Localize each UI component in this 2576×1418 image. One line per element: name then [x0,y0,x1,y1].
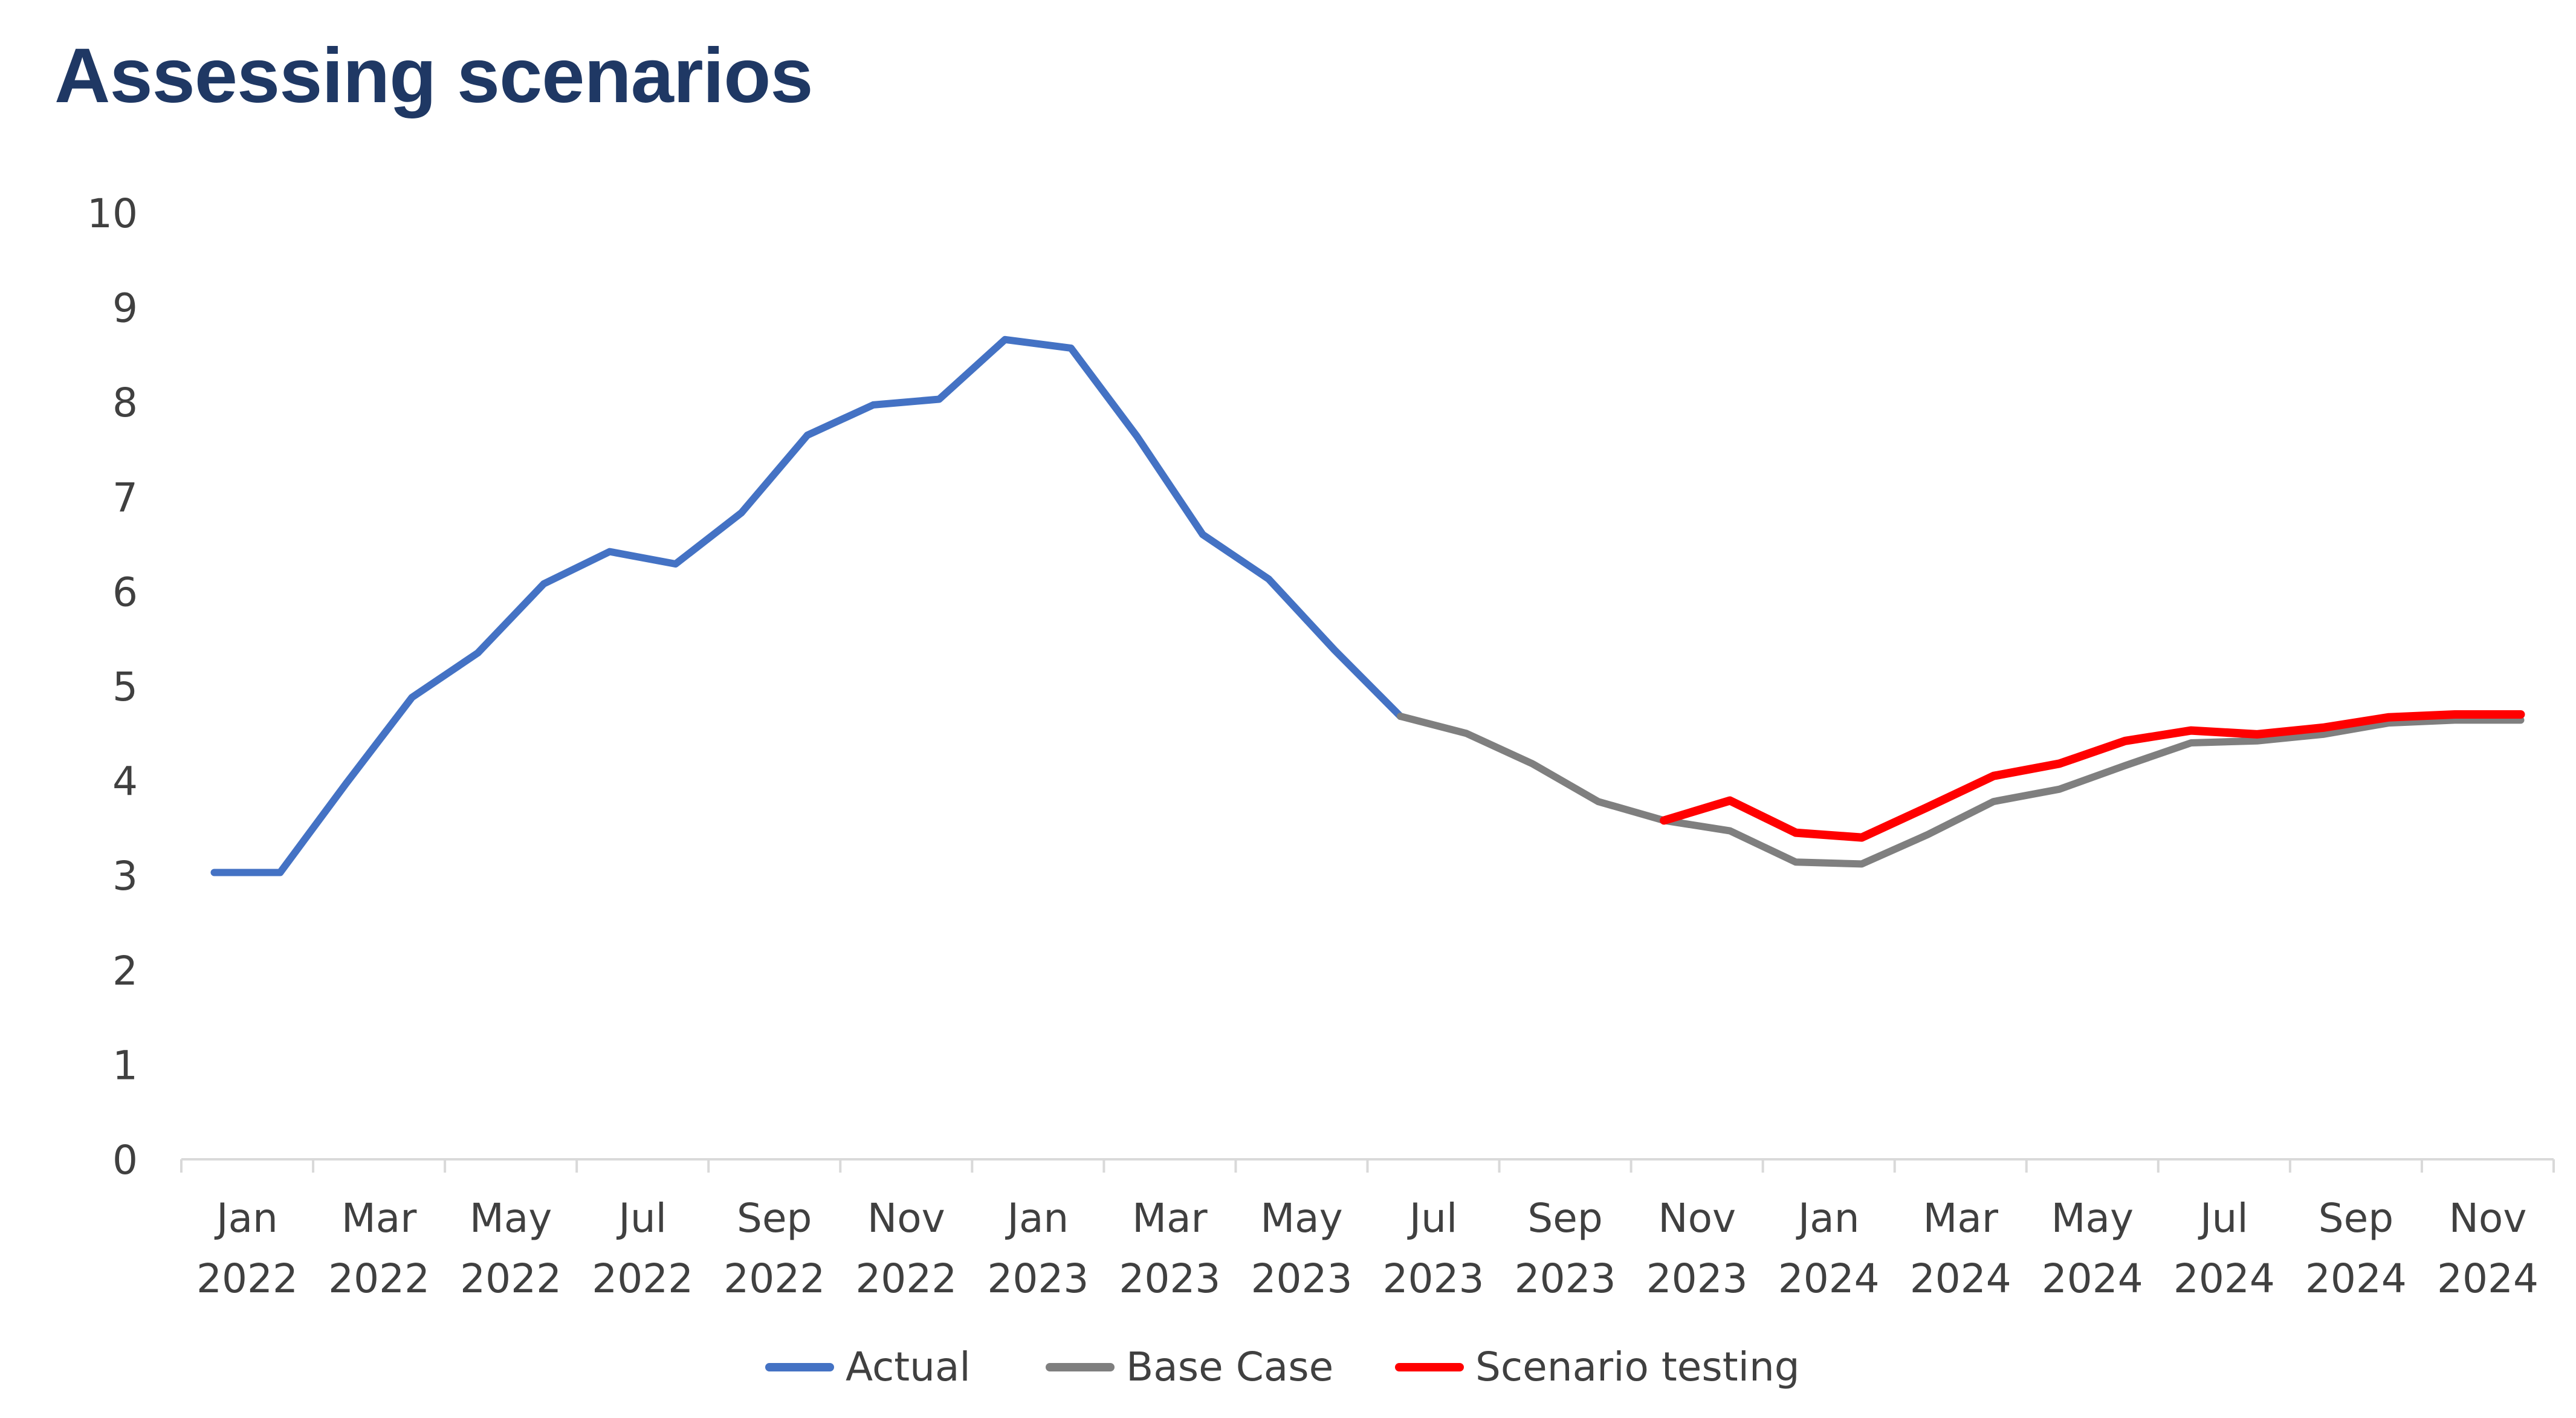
x-tick-label-year: 2022 [723,1255,825,1302]
x-tick-label-year: 2024 [1910,1255,2011,1302]
x-tick-label-year: 2023 [1251,1255,1352,1302]
x-tick-label-month: Jan [1005,1195,1069,1242]
x-tick-label-month: Jul [1407,1195,1458,1242]
x-tick-label-year: 2024 [2305,1255,2407,1302]
x-tick-label-month: May [1260,1195,1342,1242]
y-tick-label: 6 [112,569,138,615]
x-tick-label-month: Jan [214,1195,278,1242]
x-tick-label-year: 2024 [2042,1255,2143,1302]
x-tick-label-year: 2022 [855,1255,957,1302]
x-tick-label-month: Nov [2449,1195,2527,1242]
x-tick-label-month: Jan [1796,1195,1860,1242]
legend-label-scenario-testing: Scenario testing [1475,1344,1800,1390]
x-tick-label-year: 2024 [1778,1255,1880,1302]
x-tick-label-year: 2022 [196,1255,298,1302]
x-tick-label-year: 2022 [592,1255,693,1302]
x-tick-label-month: Nov [867,1195,945,1242]
x-tick-label-month: Mar [341,1195,417,1242]
y-tick-label: 9 [112,285,138,332]
y-tick-label: 10 [87,190,138,237]
legend-label-actual: Actual [846,1344,971,1390]
x-tick-label-month: Jul [2198,1195,2248,1242]
x-tick-label-year: 2023 [1119,1255,1220,1302]
y-tick-label: 7 [112,474,138,521]
x-tick-label-month: Mar [1923,1195,1998,1242]
x-tick-label-month: Mar [1132,1195,1208,1242]
x-tick-label-year: 2023 [987,1255,1089,1302]
x-tick-label-year: 2024 [2173,1255,2275,1302]
chart-title: Assessing scenarios [54,33,814,119]
x-tick-label-month: May [470,1195,552,1242]
x-tick-label-year: 2023 [1646,1255,1748,1302]
y-tick-label: 8 [112,380,138,426]
x-tick-label-year: 2023 [1383,1255,1484,1302]
legend-label-base-case: Base Case [1126,1344,1333,1390]
series-line-base-case [1397,713,2525,868]
y-tick-label: 3 [112,853,138,899]
series-line-actual [210,335,1404,876]
x-tick-label-year: 2023 [1515,1255,1616,1302]
x-tick-label-year: 2022 [328,1255,430,1302]
y-tick-label: 2 [112,948,138,994]
y-tick-label: 1 [112,1042,138,1089]
x-tick-label-month: Sep [1527,1195,1602,1242]
x-tick-label-month: Jul [616,1195,667,1242]
x-tick-label-month: Sep [737,1195,812,1242]
x-tick-label-year: 2024 [2437,1255,2539,1302]
x-tick-label-month: Nov [1658,1195,1736,1242]
y-tick-label: 0 [112,1137,138,1183]
y-tick-label: 5 [112,664,138,710]
series-line-scenario-testing [1660,710,2525,842]
y-tick-label: 4 [112,759,138,805]
x-tick-label-month: May [2051,1195,2134,1242]
x-tick-label-month: Sep [2319,1195,2393,1242]
x-tick-label-year: 2022 [460,1255,561,1302]
